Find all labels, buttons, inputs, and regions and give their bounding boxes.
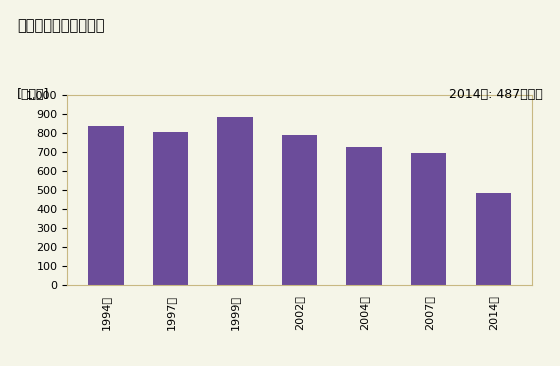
Text: [事業所]: [事業所] (17, 88, 49, 101)
Bar (217, 117, 253, 285)
Bar (475, 193, 511, 285)
Text: 商業の事業所数の推移: 商業の事業所数の推移 (17, 18, 104, 33)
Bar (153, 132, 188, 285)
Bar (88, 126, 124, 285)
Bar (411, 153, 446, 285)
Bar (347, 146, 382, 285)
Bar (282, 135, 318, 285)
Text: 2014年: 487事業所: 2014年: 487事業所 (450, 88, 543, 101)
